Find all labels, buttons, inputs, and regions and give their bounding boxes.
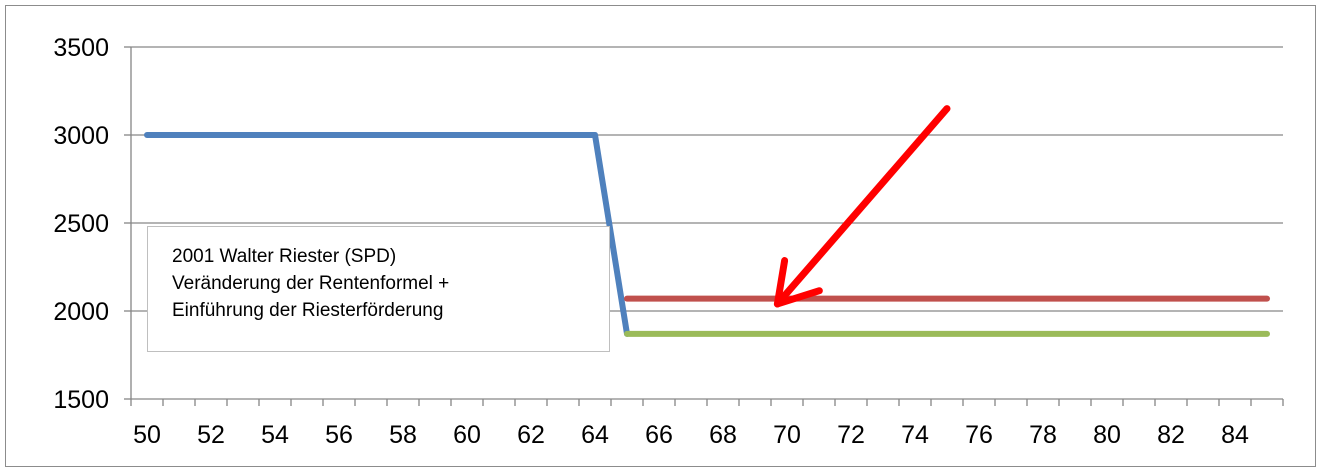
series-lines	[144, 132, 1270, 337]
x-tick-label-50: 50	[133, 421, 161, 449]
axes	[124, 46, 1284, 406]
red-arrow	[773, 105, 951, 308]
x-tick-label-62: 62	[517, 421, 545, 449]
arrow-shaft	[773, 105, 951, 308]
annotation-box: 2001 Walter Riester (SPD) Veränderung de…	[147, 226, 610, 352]
y-tick-label-3000: 3000	[53, 122, 109, 150]
x-tick-label-52: 52	[197, 421, 225, 449]
x-tick-label-66: 66	[645, 421, 673, 449]
x-tick-label-80: 80	[1093, 421, 1121, 449]
series-line-1	[144, 132, 630, 337]
x-tick-label-70: 70	[773, 421, 801, 449]
y-tick-label-2000: 2000	[53, 298, 109, 326]
y-tick-label-1500: 1500	[53, 386, 109, 414]
x-tick-label-58: 58	[389, 421, 417, 449]
x-tick-label-68: 68	[709, 421, 737, 449]
x-tick-label-54: 54	[261, 421, 289, 449]
annotation-line-2: Veränderung der Rentenformel +	[172, 273, 450, 294]
tick-labels: 1500 2000 2500 3000 3500 50 52 54 56 58 60 62 64 66 68…	[53, 34, 1249, 449]
annotation-line-3: Einführung der Riesterförderung	[172, 300, 444, 321]
arrow-head	[773, 257, 823, 308]
x-tick-label-56: 56	[325, 421, 353, 449]
x-tick-label-76: 76	[965, 421, 993, 449]
x-tick-label-78: 78	[1029, 421, 1057, 449]
annotation-line-1: 2001 Walter Riester (SPD)	[172, 246, 397, 267]
y-tick-label-3500: 3500	[53, 34, 109, 62]
y-tick-label-2500: 2500	[53, 210, 109, 238]
x-tick-label-60: 60	[453, 421, 481, 449]
x-tick-label-64: 64	[581, 421, 609, 449]
x-tick-label-74: 74	[901, 421, 929, 449]
x-tick-label-84: 84	[1221, 421, 1249, 449]
x-tick-label-82: 82	[1157, 421, 1185, 449]
x-tick-label-72: 72	[837, 421, 865, 449]
